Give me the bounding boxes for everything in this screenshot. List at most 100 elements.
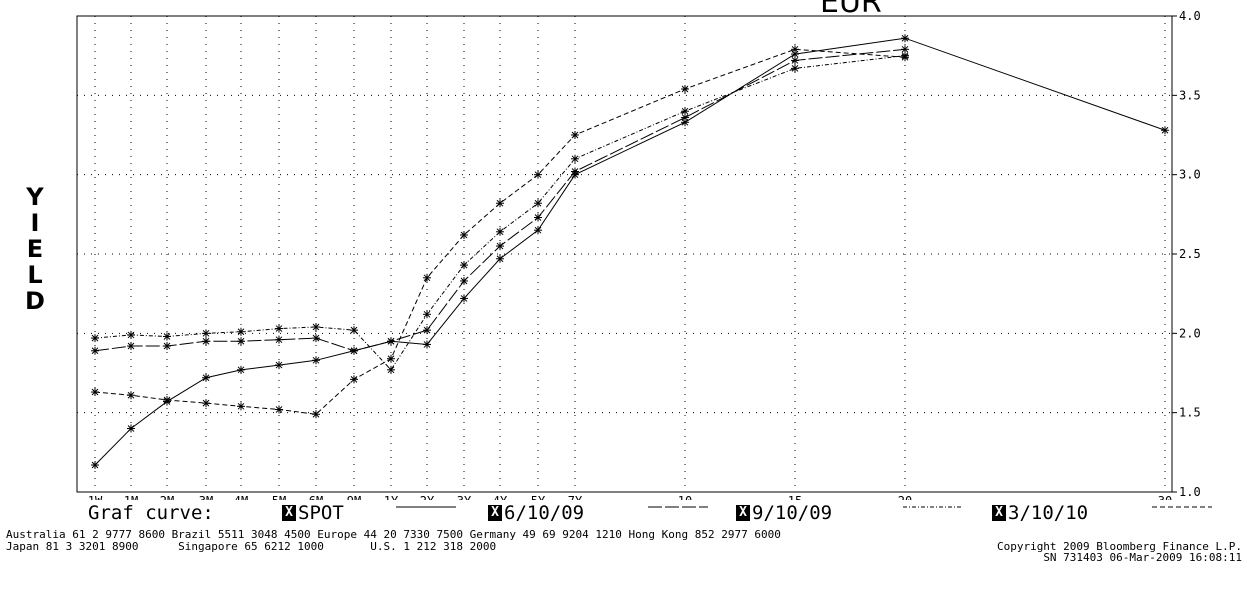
data-point-3-10-10 xyxy=(534,170,542,179)
x-tick-label: 9M xyxy=(347,494,361,500)
data-point-6-10-09 xyxy=(202,337,210,346)
x-tick-label: 15 xyxy=(788,494,802,500)
data-point-spot xyxy=(423,340,431,349)
legend-item-3-10-10[interactable]: X 3/10/10 xyxy=(992,502,1088,524)
data-point-spot xyxy=(496,254,504,263)
x-tick-label: 1Y xyxy=(384,494,399,500)
data-point-spot xyxy=(127,424,135,433)
data-point-3-10-10 xyxy=(275,405,283,414)
data-point-6-10-09 xyxy=(496,242,504,251)
data-point-9-10-09 xyxy=(91,334,99,343)
checkbox-icon[interactable]: X xyxy=(992,505,1006,521)
data-point-3-10-10 xyxy=(423,273,431,282)
data-point-9-10-09 xyxy=(534,199,542,208)
data-point-9-10-09 xyxy=(460,261,468,270)
legend-label: Graf curve: xyxy=(88,502,214,524)
x-tick-label: 7Y xyxy=(568,494,583,500)
data-point-3-10-10 xyxy=(571,131,579,139)
x-tick-label: 1W xyxy=(88,494,103,500)
footer-contacts-line2: Japan 81 3 3201 8900 Singapore 65 6212 1… xyxy=(6,540,1242,552)
y-tick-label: 4.0 xyxy=(1179,9,1201,23)
data-point-spot xyxy=(91,461,99,470)
data-point-9-10-09 xyxy=(496,227,504,236)
data-point-spot xyxy=(460,294,468,303)
data-point-spot xyxy=(534,226,542,235)
data-point-3-10-10 xyxy=(460,230,468,239)
y-tick-label: 1.5 xyxy=(1179,406,1201,420)
data-point-9-10-09 xyxy=(423,310,431,319)
y-tick-label: 1.0 xyxy=(1179,485,1201,499)
legend-swatch-9-10-09 xyxy=(903,506,963,508)
checkbox-icon[interactable]: X xyxy=(282,505,296,521)
data-point-9-10-09 xyxy=(387,365,395,374)
legend-item-spot[interactable]: X SPOT xyxy=(282,502,344,524)
checkbox-icon[interactable]: X xyxy=(736,505,750,521)
data-point-3-10-10 xyxy=(681,84,689,93)
data-point-9-10-09 xyxy=(202,329,210,338)
data-point-3-10-10 xyxy=(901,53,909,62)
data-point-6-10-09 xyxy=(312,334,320,343)
x-tick-label: 3Y xyxy=(457,494,472,500)
data-point-6-10-09 xyxy=(387,337,395,346)
data-point-spot xyxy=(237,365,245,374)
data-point-6-10-09 xyxy=(163,342,171,351)
data-point-spot xyxy=(275,361,283,370)
x-tick-label: 5Y xyxy=(531,494,546,500)
footer-serial: SN 731403 06-Mar-2009 16:08:11 xyxy=(1043,552,1242,564)
data-point-3-10-10 xyxy=(312,410,320,419)
legend-swatch-spot xyxy=(396,506,456,508)
data-point-9-10-09 xyxy=(681,107,689,116)
data-point-spot xyxy=(901,34,909,43)
legend: Graf curve: X SPOT X 6/10/09 X 9/10/09 X … xyxy=(88,502,1238,526)
x-tick-label: 2Y xyxy=(420,494,435,500)
x-tick-label: 1M xyxy=(124,494,138,500)
legend-swatch-6-10-09 xyxy=(648,506,708,508)
data-point-6-10-09 xyxy=(275,335,283,344)
data-point-3-10-10 xyxy=(127,391,135,400)
data-point-9-10-09 xyxy=(237,327,245,336)
data-point-9-10-09 xyxy=(350,326,358,335)
data-point-6-10-09 xyxy=(571,167,579,176)
x-tick-label: 5M xyxy=(272,494,286,500)
data-point-3-10-10 xyxy=(791,45,799,54)
x-tick-label: 4Y xyxy=(493,494,508,500)
x-tick-label: 2M xyxy=(160,494,174,500)
x-tick-label: 4M xyxy=(234,494,248,500)
data-point-6-10-09 xyxy=(423,326,431,335)
x-tick-label: 10 xyxy=(678,494,692,500)
data-point-6-10-09 xyxy=(534,213,542,222)
data-point-9-10-09 xyxy=(312,322,320,331)
data-point-3-10-10 xyxy=(496,199,504,208)
y-tick-label: 3.0 xyxy=(1179,168,1201,182)
data-point-3-10-10 xyxy=(91,388,99,397)
data-point-3-10-10 xyxy=(237,402,245,411)
yield-curve-chart: 1W 1M 2M 3M 4M 5M 6M 9M 1Y 2Y 3Y 4Y 5Y 7Y 10 15 20 30 1.0 1… xyxy=(25,0,1201,500)
data-point-6-10-09 xyxy=(127,342,135,351)
checkbox-icon[interactable]: X xyxy=(488,505,502,521)
data-point-6-10-09 xyxy=(350,346,358,355)
data-point-6-10-09 xyxy=(791,56,799,65)
x-tick-label: 3M xyxy=(199,494,213,500)
data-point-spot xyxy=(312,356,320,365)
data-point-9-10-09 xyxy=(163,332,171,341)
data-point-3-10-10 xyxy=(163,395,171,404)
legend-swatch-3-10-10 xyxy=(1152,506,1212,508)
legend-item-9-10-09[interactable]: X 9/10/09 xyxy=(736,502,832,524)
data-point-9-10-09 xyxy=(275,324,283,333)
data-point-9-10-09 xyxy=(127,330,135,339)
y-tick-label: 2.5 xyxy=(1179,247,1201,261)
footer-contacts-line1: Australia 61 2 9777 8600 Brazil 5511 304… xyxy=(6,529,781,541)
x-tick-label: 20 xyxy=(898,494,912,500)
data-point-3-10-10 xyxy=(387,354,395,363)
data-point-6-10-09 xyxy=(901,45,909,54)
data-point-9-10-09 xyxy=(571,154,579,163)
data-point-spot xyxy=(202,373,210,382)
data-point-6-10-09 xyxy=(91,346,99,355)
data-point-3-10-10 xyxy=(202,399,210,408)
legend-item-6-10-09[interactable]: X 6/10/09 xyxy=(488,502,584,524)
y-tick-label: 3.5 xyxy=(1179,88,1201,102)
data-point-9-10-09 xyxy=(791,64,799,73)
footer: Australia 61 2 9777 8600 Brazil 5511 304… xyxy=(6,529,1242,564)
x-tick-label: 30 xyxy=(1158,494,1172,500)
